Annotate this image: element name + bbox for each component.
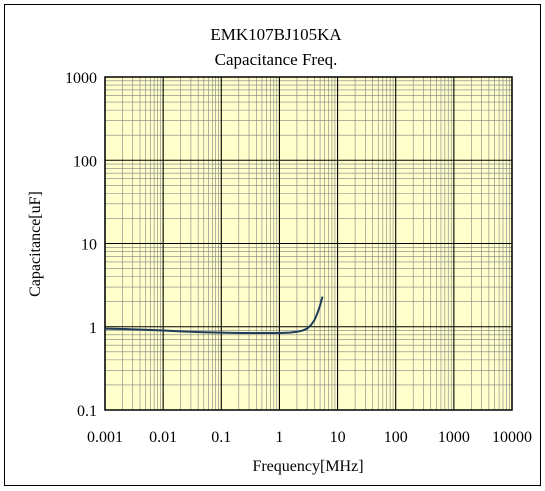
y-tick-label: 1000 bbox=[65, 70, 97, 87]
y-tick-label: 1 bbox=[89, 320, 97, 337]
y-tick-label: 10 bbox=[81, 237, 97, 254]
y-tick-label: 100 bbox=[73, 153, 97, 170]
x-tick-label: 10 bbox=[330, 429, 346, 446]
x-tick-label: 10000 bbox=[492, 429, 532, 446]
plot-border bbox=[104, 76, 513, 411]
chart-title: EMK107BJ105KA bbox=[210, 25, 342, 44]
x-tick-label: 1 bbox=[275, 429, 283, 446]
y-axis-label: Capacitance[uF] bbox=[27, 191, 44, 297]
x-tick-label: 0.1 bbox=[211, 429, 231, 446]
x-axis-label: Frequency[MHz] bbox=[252, 458, 363, 475]
x-tick-label: 0.001 bbox=[87, 429, 123, 446]
x-tick-labels: 0.001 0.01 0.1 1 10 100 1000 10000 bbox=[87, 429, 532, 446]
x-tick-label: 1000 bbox=[438, 429, 470, 446]
chart-subtitle: Capacitance Freq. bbox=[215, 50, 338, 69]
chart-frame: EMK107BJ105KA Capacitance Freq. 0.001 0.0… bbox=[4, 4, 541, 486]
y-tick-label: 0.1 bbox=[77, 403, 97, 420]
x-tick-label: 0.01 bbox=[149, 429, 177, 446]
chart-svg: EMK107BJ105KA Capacitance Freq. 0.001 0.0… bbox=[4, 4, 541, 486]
x-tick-label: 100 bbox=[384, 429, 408, 446]
capacitance-curve bbox=[104, 296, 324, 335]
y-tick-labels: 1000 100 10 1 0.1 bbox=[65, 70, 97, 420]
